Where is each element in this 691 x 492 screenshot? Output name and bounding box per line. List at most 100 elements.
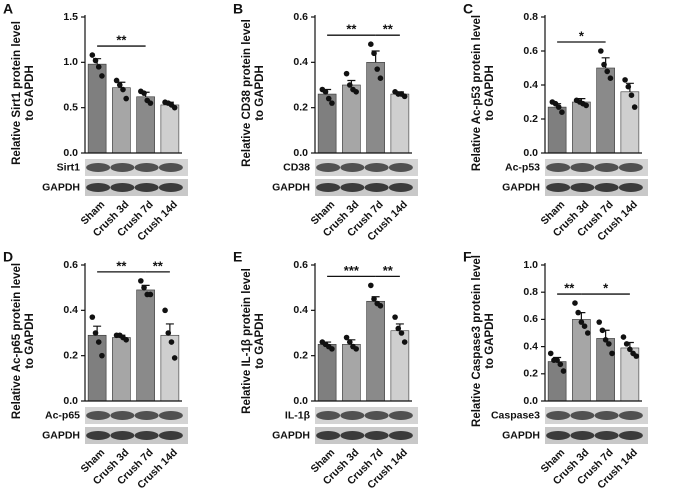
- panel-letter: F: [463, 249, 472, 265]
- significance-label: **: [564, 281, 575, 296]
- data-point: [147, 291, 154, 298]
- y-tick-label: 0.4: [293, 304, 308, 316]
- significance-label: *: [603, 281, 609, 296]
- blot-label: Caspase3: [491, 409, 540, 421]
- panel-letter: A: [3, 1, 13, 17]
- blot-label: GAPDH: [42, 429, 80, 441]
- y-tick-label: 0.4: [63, 304, 78, 316]
- panel-letter: C: [463, 1, 473, 17]
- data-point: [346, 339, 353, 345]
- y-tick-label: 0.2: [293, 349, 308, 361]
- blot-band: [594, 431, 619, 440]
- data-point: [606, 341, 612, 347]
- data-point: [95, 64, 102, 70]
- data-point: [141, 90, 147, 96]
- panel: F 0.0 0.2 0.4 0.6 0.8 1.0 Relative Caspase3 pro…: [463, 249, 648, 491]
- blot-band: [388, 411, 413, 420]
- bar: [547, 361, 567, 402]
- panel-letter: E: [233, 249, 242, 265]
- bar: [366, 300, 385, 402]
- data-point: [165, 330, 172, 336]
- blot-band: [134, 431, 159, 440]
- blot-band: [388, 431, 413, 440]
- data-point: [559, 109, 565, 115]
- data-point: [89, 52, 96, 58]
- y-axis-label: to GAPDH: [24, 65, 36, 121]
- y-axis-label: Relative Caspase3 protein level: [471, 255, 483, 427]
- y-tick-label: 1.5: [63, 11, 78, 23]
- blot-label: GAPDH: [272, 429, 310, 441]
- blot-band: [594, 411, 619, 420]
- data-point: [609, 350, 615, 357]
- y-tick-label: 0.0: [63, 147, 78, 159]
- data-point: [628, 92, 635, 98]
- y-tick-label: 0.6: [523, 45, 538, 57]
- data-point: [584, 330, 591, 336]
- blot-band: [388, 183, 413, 192]
- blot-band: [158, 183, 183, 192]
- y-axis-label: to GAPDH: [254, 65, 266, 121]
- blot-label: CD38: [283, 161, 310, 173]
- data-point: [343, 70, 350, 77]
- blot-band: [546, 411, 571, 420]
- blot-band: [110, 411, 135, 420]
- data-point: [368, 41, 374, 47]
- blot-label: Ac-p53: [505, 161, 540, 173]
- bar: [112, 337, 131, 402]
- blot-label: GAPDH: [272, 181, 310, 193]
- data-point: [147, 100, 154, 106]
- blot-band: [364, 431, 389, 440]
- bar: [87, 334, 107, 402]
- blot-band: [86, 431, 111, 440]
- blot-band: [110, 431, 135, 440]
- data-point: [395, 325, 402, 332]
- y-axis-label: to GAPDH: [24, 313, 36, 369]
- bar: [160, 334, 180, 402]
- y-tick-label: 0.4: [523, 340, 538, 352]
- blot-band: [594, 163, 619, 172]
- y-tick-label: 0.6: [293, 11, 308, 23]
- blot-band: [158, 431, 183, 440]
- y-tick-label: 0.6: [523, 313, 538, 325]
- blot-band: [570, 183, 595, 192]
- bar: [390, 93, 410, 154]
- blot-band: [134, 183, 159, 192]
- y-tick-label: 0.4: [523, 79, 538, 91]
- data-point: [392, 314, 398, 320]
- data-point: [575, 309, 581, 316]
- data-point: [123, 95, 129, 102]
- data-point: [322, 89, 329, 95]
- panel: C 0.0 0.2 0.4 0.6 0.8 Relative Ac-p53 protein …: [463, 1, 648, 243]
- data-point: [99, 352, 105, 359]
- data-point: [329, 100, 335, 106]
- y-tick-label: 0.4: [293, 56, 308, 68]
- data-point: [171, 104, 178, 111]
- data-point: [120, 86, 126, 93]
- data-point: [141, 284, 147, 291]
- data-point: [631, 104, 638, 110]
- significance-label: **: [116, 33, 127, 48]
- data-point: [329, 346, 335, 352]
- blot-band: [340, 431, 365, 440]
- bar: [596, 338, 615, 402]
- data-point: [625, 83, 632, 90]
- data-point: [623, 341, 630, 347]
- bar: [572, 101, 591, 154]
- blot-band: [110, 183, 135, 192]
- y-tick-label: 0.8: [523, 286, 538, 298]
- data-point: [171, 355, 178, 361]
- y-axis-label: Relative IL-1β protein level: [241, 268, 253, 414]
- panel: A 0.0 0.5 1.0 1.5 Relative Sirt1 protein leve…: [3, 1, 188, 243]
- y-tick-label: 0.2: [523, 113, 538, 125]
- blot-label: IL-1β: [285, 409, 311, 421]
- y-tick-label: 0.2: [523, 368, 538, 380]
- data-point: [555, 104, 562, 110]
- bar: [596, 67, 615, 154]
- data-point: [377, 303, 384, 309]
- blot-band: [570, 411, 595, 420]
- data-point: [99, 73, 105, 79]
- blot-band: [316, 163, 341, 172]
- blot-band: [158, 163, 183, 172]
- bar: [136, 289, 155, 402]
